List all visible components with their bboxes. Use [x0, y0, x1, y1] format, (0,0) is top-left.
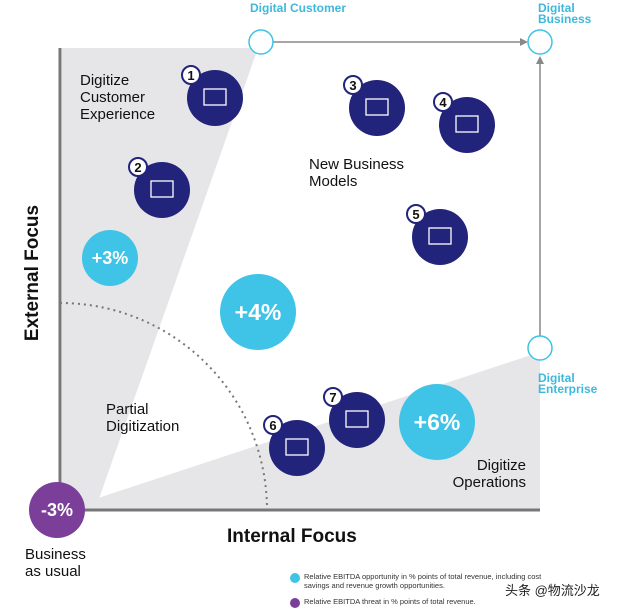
customer-region [62, 48, 258, 510]
label-digital-enterprise: Digital Enterprise [538, 371, 598, 396]
frame-icon [439, 97, 495, 153]
monitor-card-icon [187, 70, 243, 126]
node-digital-enterprise [527, 335, 553, 361]
svg-text:+4%: +4% [235, 299, 282, 325]
network-cube-icon [412, 209, 468, 265]
label-digitize-operations: Digitize Operations [452, 457, 526, 491]
number-badge: 2 [128, 157, 148, 177]
value-bubble-partial: +4% [220, 274, 296, 350]
svg-text:-3%: -3% [41, 500, 73, 520]
number-badge: 6 [263, 415, 283, 435]
arrow-right-head [536, 56, 544, 64]
value-bubble-operations: +6% [399, 384, 475, 460]
y-axis-label: External Focus [22, 204, 43, 342]
label-partial-digitization: Partial Digitization [106, 401, 180, 435]
svg-text:4: 4 [439, 95, 447, 110]
svg-text:6: 6 [269, 418, 276, 433]
label-business-as-usual: Business as usual [25, 546, 86, 580]
svg-text:7: 7 [329, 390, 336, 405]
x-axis-label: Internal Focus [227, 526, 357, 547]
monitor-chart-icon [329, 392, 385, 448]
number-badge: 4 [433, 92, 453, 112]
svg-text:5: 5 [412, 207, 419, 222]
number-badge: 5 [406, 204, 426, 224]
legend-opportunity: Relative EBITDA opportunity in % points … [290, 572, 544, 590]
svg-text:1: 1 [187, 68, 194, 83]
label-digital-customer: Digital Customer [250, 1, 347, 15]
svg-text:+6%: +6% [414, 409, 461, 435]
3d-printer-icon [349, 80, 405, 136]
number-badge: 1 [181, 65, 201, 85]
arrow-top-head [520, 38, 528, 46]
node-digital-customer [248, 29, 274, 55]
node-digital-business [527, 29, 553, 55]
label-digitize-customer: Digitize Customer Experience [80, 72, 156, 123]
value-bubble-customer: +3% [82, 230, 138, 286]
value-bubble-usual: -3% [29, 482, 85, 538]
legend-opportunity-text: Relative EBITDA opportunity in % points … [304, 572, 542, 590]
number-badge: 7 [323, 387, 343, 407]
watermark: 头条 @物流沙龙 [505, 583, 600, 598]
number-badge: 3 [343, 75, 363, 95]
label-digital-business: Digital Business [538, 1, 592, 26]
svg-text:2: 2 [134, 160, 141, 175]
legend-threat: Relative EBITDA threat in % points of to… [290, 597, 544, 608]
svg-text:3: 3 [349, 78, 356, 93]
layers-icon [134, 162, 190, 218]
label-new-business-models: New Business Models [309, 156, 405, 190]
delivery-truck-icon [269, 420, 325, 476]
legend-threat-text: Relative EBITDA threat in % points of to… [304, 597, 476, 606]
svg-text:+3%: +3% [92, 248, 129, 268]
partial-arc [59, 302, 268, 511]
